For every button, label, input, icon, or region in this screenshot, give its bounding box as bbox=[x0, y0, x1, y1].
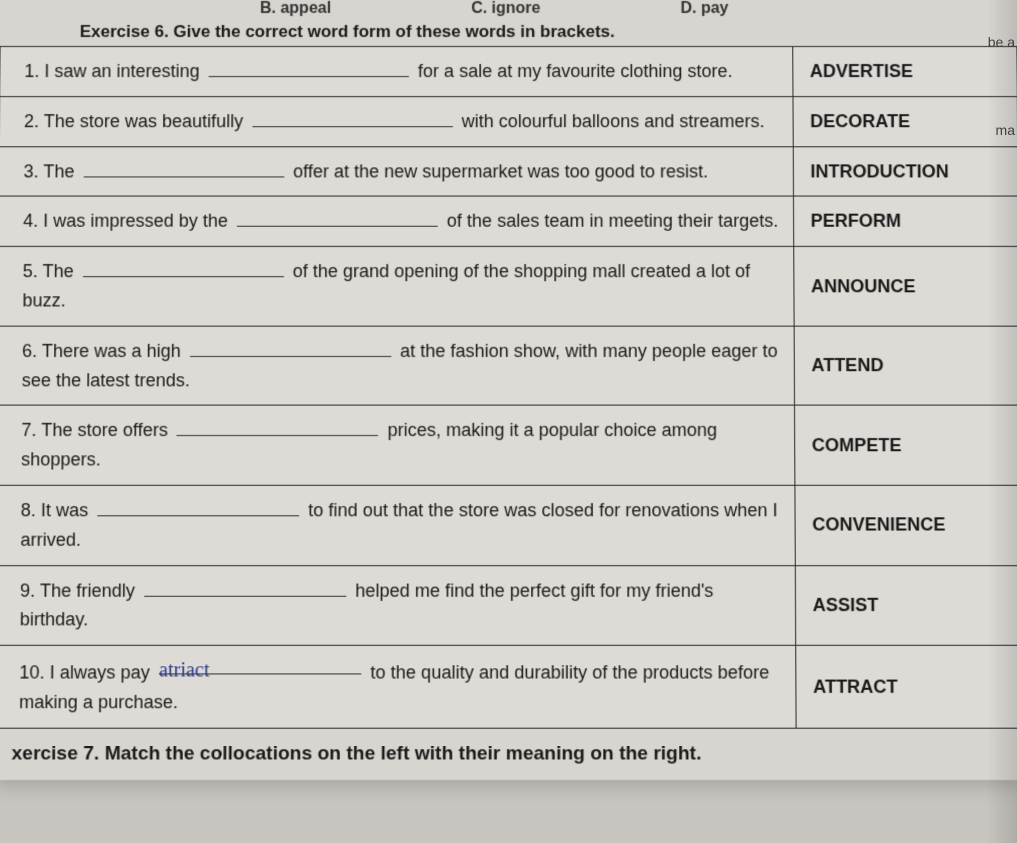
exercise7-title: xercise 7. Match the collocations on the… bbox=[0, 728, 1017, 779]
worksheet-page: B. appeal C. ignore D. pay Exercise 6. G… bbox=[0, 0, 1017, 780]
exercise6-title: Exercise 6. Give the correct word form o… bbox=[0, 18, 1017, 46]
given-word-cell: COMPETE bbox=[795, 405, 1017, 485]
question-pre-text: 1. I saw an interesting bbox=[24, 61, 204, 81]
question-cell: 9. The friendly helped me find the perfe… bbox=[0, 565, 796, 645]
option-c: C. ignore bbox=[471, 0, 540, 18]
table-row: 5. The of the grand opening of the shopp… bbox=[0, 247, 1017, 326]
table-row: 7. The store offers prices, making it a … bbox=[0, 405, 1017, 485]
question-pre-text: 9. The friendly bbox=[20, 580, 140, 600]
question-cell: 2. The store was beautifully with colour… bbox=[0, 96, 794, 146]
given-word-cell: ASSIST bbox=[796, 565, 1017, 645]
fill-blank[interactable] bbox=[252, 109, 452, 127]
question-cell: 8. It was to find out that the store was… bbox=[0, 485, 796, 565]
fill-blank[interactable] bbox=[177, 418, 379, 436]
table-row: 3. The offer at the new supermarket was … bbox=[0, 146, 1017, 196]
given-word-cell: ATTEND bbox=[795, 326, 1017, 406]
fill-blank[interactable] bbox=[83, 259, 284, 277]
fill-blank[interactable]: atriact bbox=[159, 656, 361, 674]
question-post-text: offer at the new supermarket was too goo… bbox=[288, 161, 708, 181]
question-cell: 7. The store offers prices, making it a … bbox=[0, 405, 795, 485]
exercise6-table: 1. I saw an interesting for a sale at my… bbox=[0, 46, 1017, 728]
table-row: 1. I saw an interesting for a sale at my… bbox=[0, 47, 1017, 97]
question-pre-text: 4. I was impressed by the bbox=[23, 211, 233, 231]
given-word-cell: ANNOUNCE bbox=[794, 247, 1017, 326]
given-word-cell: PERFORM bbox=[794, 196, 1017, 246]
question-pre-text: 6. There was a high bbox=[22, 341, 186, 361]
question-cell: 5. The of the grand opening of the shopp… bbox=[0, 247, 795, 326]
fill-blank[interactable] bbox=[83, 159, 284, 177]
question-cell: 6. There was a high at the fashion show,… bbox=[0, 326, 795, 406]
option-b: B. appeal bbox=[260, 0, 331, 18]
fill-blank[interactable] bbox=[237, 209, 438, 227]
question-cell: 10. I always pay atriact to the quality … bbox=[0, 645, 797, 727]
fill-blank[interactable] bbox=[97, 498, 299, 516]
question-cell: 4. I was impressed by the of the sales t… bbox=[0, 196, 794, 246]
table-row: 9. The friendly helped me find the perfe… bbox=[0, 565, 1017, 645]
given-word-cell: CONVENIENCE bbox=[795, 485, 1017, 565]
question-cell: 3. The offer at the new supermarket was … bbox=[0, 146, 794, 196]
question-post-text: of the sales team in meeting their targe… bbox=[442, 211, 779, 231]
given-word-cell: INTRODUCTION bbox=[794, 146, 1017, 196]
question-pre-text: 7. The store offers bbox=[21, 420, 173, 440]
given-word-cell: DECORATE bbox=[793, 96, 1017, 146]
page-edge-text-1: be a bbox=[988, 34, 1015, 50]
given-word-cell: ATTRACT bbox=[796, 645, 1017, 727]
table-row: 4. I was impressed by the of the sales t… bbox=[0, 196, 1017, 246]
fill-blank[interactable] bbox=[190, 339, 391, 357]
question-cell: 1. I saw an interesting for a sale at my… bbox=[0, 47, 793, 97]
table-row: 2. The store was beautifully with colour… bbox=[0, 96, 1017, 146]
question-pre-text: 10. I always pay bbox=[19, 662, 155, 682]
table-row: 6. There was a high at the fashion show,… bbox=[0, 326, 1017, 406]
question-pre-text: 8. It was bbox=[21, 500, 94, 520]
fill-blank[interactable] bbox=[209, 59, 409, 77]
question-pre-text: 2. The store was beautifully bbox=[24, 111, 248, 131]
handwritten-answer: atriact bbox=[159, 654, 210, 687]
table-row: 8. It was to find out that the store was… bbox=[0, 485, 1017, 565]
question-pre-text: 3. The bbox=[23, 161, 79, 181]
question-pre-text: 5. The bbox=[23, 261, 79, 281]
fill-blank[interactable] bbox=[144, 578, 346, 596]
given-word-cell: ADVERTISE bbox=[793, 47, 1017, 97]
mc-options-row: B. appeal C. ignore D. pay bbox=[0, 0, 1017, 18]
table-row: 10. I always pay atriact to the quality … bbox=[0, 645, 1017, 727]
page-edge-text-2: ma bbox=[996, 122, 1015, 138]
question-post-text: with colourful balloons and streamers. bbox=[457, 111, 765, 131]
question-post-text: for a sale at my favourite clothing stor… bbox=[413, 61, 733, 81]
option-d: D. pay bbox=[680, 0, 728, 18]
